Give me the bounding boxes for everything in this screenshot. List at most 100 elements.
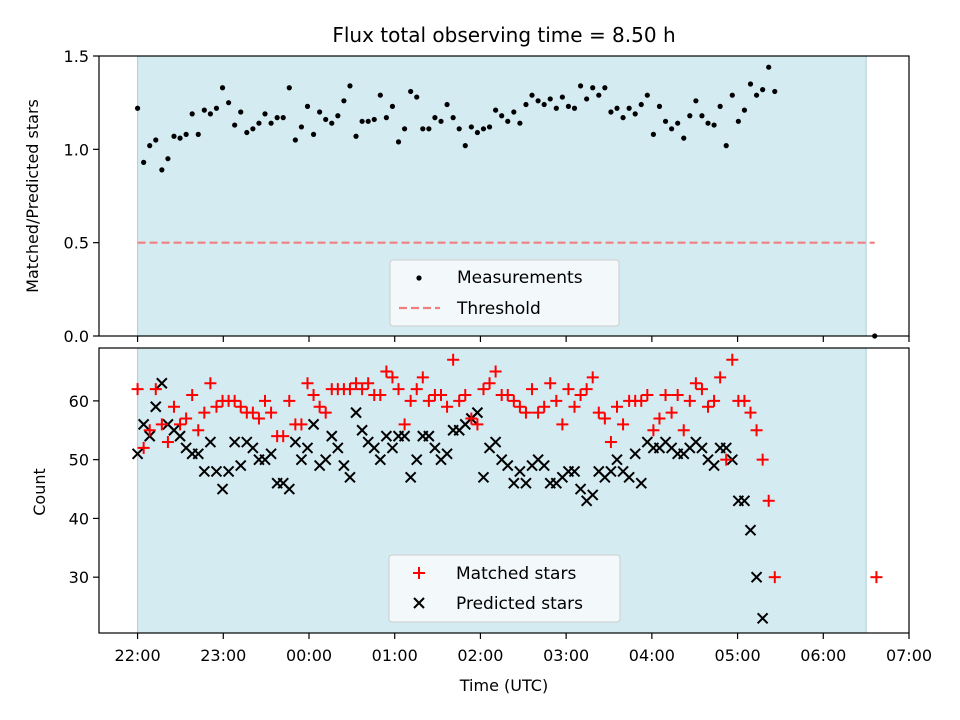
x-tick-label: 04:00 <box>629 646 675 665</box>
matched-star-point <box>465 412 478 425</box>
matched-star-point <box>750 424 763 437</box>
matched-star-point <box>392 383 405 396</box>
matched-star-point <box>246 406 259 419</box>
measurement-point <box>323 116 329 123</box>
legend-matched-label: Matched stars <box>456 564 576 584</box>
matched-star-point <box>683 394 696 407</box>
measurement-point <box>456 126 462 132</box>
measurement-point <box>638 101 644 108</box>
matched-star-point <box>416 371 429 384</box>
predicted-star-point <box>386 442 399 454</box>
matched-star-point <box>708 394 721 407</box>
predicted-star-point <box>295 453 308 466</box>
predicted-star-point <box>156 377 168 389</box>
matched-star-point <box>301 377 314 390</box>
matched-star-point <box>131 383 144 396</box>
measurement-point <box>183 131 189 137</box>
matched-star-point <box>665 406 678 419</box>
measurement-point <box>341 98 347 104</box>
matched-star-point <box>295 418 308 431</box>
y-tick-label: 1.0 <box>64 140 89 159</box>
predicted-star-point <box>216 483 229 495</box>
chart-title: Flux total observing time = 8.50 h <box>332 23 675 47</box>
measurement-point <box>438 118 444 124</box>
measurement-point <box>232 122 238 128</box>
measurement-point <box>353 133 359 139</box>
measurement-point <box>553 105 559 111</box>
matched-star-point <box>574 389 587 402</box>
measurement-point <box>608 109 614 115</box>
predicted-star-point <box>720 442 732 454</box>
legend-measurements-label: Measurements <box>457 268 583 288</box>
measurement-point <box>347 83 353 89</box>
predicted-star-point <box>338 459 350 472</box>
measurement-point <box>656 103 663 109</box>
measurement-point <box>414 94 420 100</box>
matched-star-point <box>350 377 363 390</box>
matched-star-point <box>714 371 727 384</box>
top-y-ticks: 0.0 0.5 1.0 1.5 <box>64 47 99 346</box>
measurement-point <box>213 105 220 111</box>
measurement-point <box>292 137 298 143</box>
measurement-point <box>450 115 456 121</box>
predicted-star-point <box>398 430 411 442</box>
predicted-star-point <box>174 430 186 442</box>
measurement-point <box>371 116 377 123</box>
measurement-point <box>529 92 535 98</box>
measurement-point <box>383 115 389 121</box>
measurement-point <box>165 156 171 162</box>
predicted-star-point <box>228 436 241 448</box>
legend-matched-marker <box>413 567 425 579</box>
matched-star-point <box>702 400 715 413</box>
predicted-star-point <box>568 465 581 478</box>
measurement-point <box>226 100 232 106</box>
matched-star-point <box>756 453 769 466</box>
matched-star-point <box>598 412 611 425</box>
predicted-star-point <box>374 453 387 466</box>
predicted-star-point <box>235 459 247 472</box>
predicted-star-point <box>477 471 490 483</box>
top-plot-frame <box>98 55 910 337</box>
predicted-star-point <box>587 489 599 501</box>
matched-star-point <box>695 383 708 396</box>
measurement-point <box>693 98 699 104</box>
matched-star-point <box>617 418 630 431</box>
measurement-point <box>493 107 499 113</box>
predicted-star-point <box>629 448 641 460</box>
measurement-point <box>547 96 553 102</box>
matched-star-point <box>635 394 648 407</box>
matched-star-point <box>471 418 484 431</box>
measurement-point <box>620 115 626 121</box>
matched-star-point <box>671 389 684 402</box>
matched-star-point <box>568 400 581 413</box>
legend-threshold-label: Threshold <box>456 299 541 319</box>
measurement-point <box>523 101 529 108</box>
predicted-star-point <box>404 471 417 483</box>
matched-star-point <box>422 394 435 407</box>
matched-star-point <box>356 383 369 396</box>
measurement-point <box>171 133 177 139</box>
predicted-star-point <box>307 418 320 431</box>
measurement-point <box>219 85 226 91</box>
matched-star-point <box>210 400 223 413</box>
matched-star-point <box>647 424 660 437</box>
measurement-point <box>687 113 693 119</box>
predicted-star-point <box>283 483 295 495</box>
predicted-star-point <box>423 430 435 442</box>
bottom-y-ticks: 30 40 50 60 <box>69 392 99 587</box>
matched-star-point <box>477 383 490 396</box>
measurement-point <box>705 120 711 126</box>
bottom-x-ticks: 22:00 23:00 00:00 01:00 02:00 03:00 04:00 05:00… <box>115 633 932 665</box>
matched-star-point <box>149 383 162 396</box>
x-tick-label: 06:00 <box>800 646 846 665</box>
measurement-point <box>584 96 590 102</box>
measurement-point <box>675 120 681 126</box>
predicted-star-point <box>738 495 751 507</box>
measurement-point <box>286 85 292 91</box>
legend-predicted-marker <box>413 597 425 609</box>
x-axis-label: Time (UTC) <box>459 676 548 695</box>
measurement-point <box>201 107 207 113</box>
predicted-star-point <box>332 442 344 454</box>
predicted-star-point <box>319 453 332 466</box>
matched-star-point <box>410 383 423 396</box>
